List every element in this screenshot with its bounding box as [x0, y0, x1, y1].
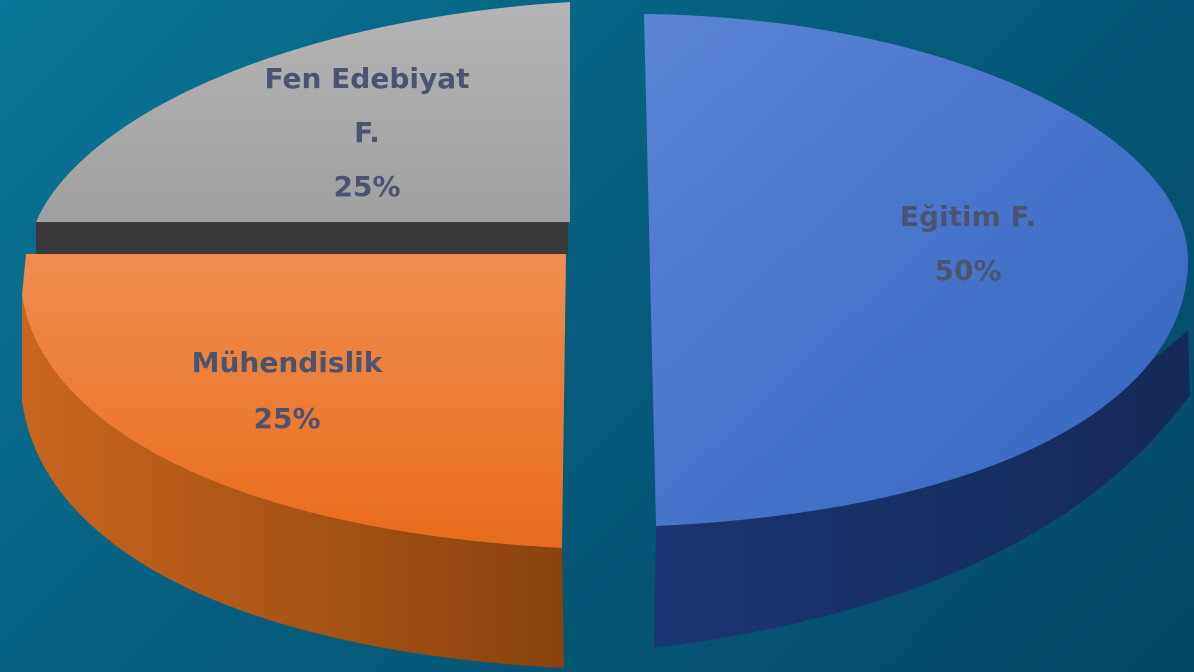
slice-fen-edebiyat-label-line2: F.	[354, 116, 380, 149]
slice-muhendislik: Mühendislik 25%	[22, 254, 566, 668]
slice-fen-edebiyat-percent: 25%	[333, 170, 400, 203]
slice-fen-edebiyat-side	[36, 222, 568, 254]
slice-muhendislik-top	[22, 254, 566, 548]
slice-muhendislik-side	[22, 295, 564, 668]
slice-fen-edebiyat-label-line1: Fen Edebiyat	[265, 62, 470, 95]
slice-egitim-label: Eğitim F.	[900, 200, 1036, 233]
slice-muhendislik-label: Mühendislik	[192, 346, 384, 379]
slice-egitim-side	[654, 330, 1190, 648]
slice-fen-edebiyat-top	[36, 2, 570, 222]
slice-fen-edebiyat: Fen Edebiyat F. 25%	[36, 2, 570, 254]
slice-egitim-top	[644, 14, 1188, 526]
slice-egitim-percent: 50%	[934, 254, 1001, 287]
slice-egitim: Eğitim F. 50%	[644, 14, 1190, 648]
slice-muhendislik-percent: 25%	[253, 402, 320, 435]
